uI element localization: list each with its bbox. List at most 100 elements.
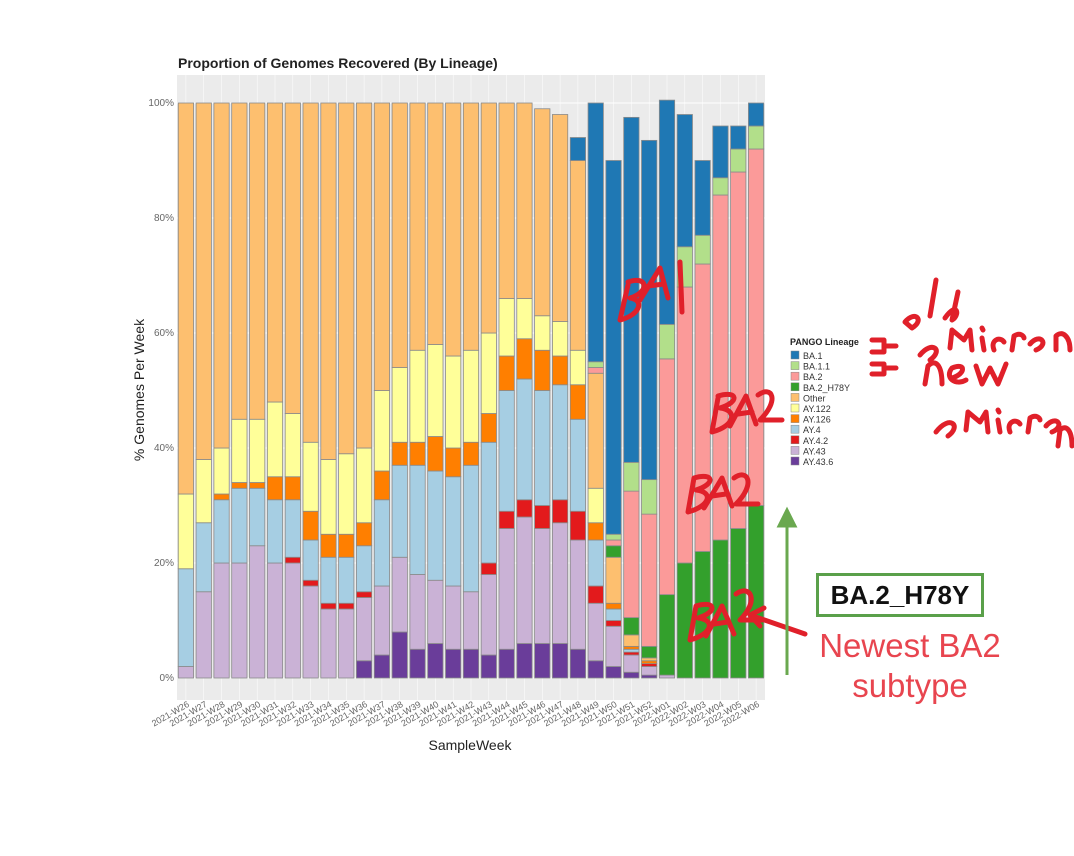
legend-swatch-Other	[790, 393, 800, 402]
y-tick-labels: 0% 20% 40% 60% 80% 100%	[148, 98, 174, 684]
bar-segment-AY.43	[249, 545, 266, 679]
bar-segment-AY.122	[445, 355, 462, 449]
y-axis-label: % Genomes Per Week	[131, 318, 147, 461]
bar-segment-AY.122	[302, 441, 319, 512]
bar-segment-AY.43.6	[516, 643, 533, 679]
green-arrow-icon	[776, 506, 798, 675]
bar-segment-BA.1	[587, 102, 604, 363]
bar-segment-AY.126	[427, 436, 444, 472]
legend-swatch-AY.122	[790, 403, 800, 413]
bar-segment-BA.2_H78Y	[676, 562, 693, 679]
y-tick-label: 100%	[148, 98, 174, 109]
bar-segment-AY.4.2	[302, 579, 319, 587]
bar-segment-BA.1.1	[712, 177, 729, 196]
x-axis-label: SampleWeek	[428, 737, 512, 753]
bar-segment-AY.43	[534, 528, 551, 644]
bar-segment-AY.4.2	[284, 556, 301, 564]
bar-segment-BA.1.1	[623, 461, 640, 492]
bar-segment-AY.4.2	[552, 499, 569, 524]
bar-segment-BA.2_H78Y	[730, 528, 747, 679]
bar-segment-AY.122	[373, 390, 390, 472]
bar-segment-AY.43	[462, 591, 480, 650]
legend: PANGO Lineage BA.1BA.1.1BA.2BA.2_H78YOth…	[790, 337, 859, 467]
handwriting-ba2-middle	[685, 472, 761, 515]
bar-stack-2021-W52	[641, 139, 658, 679]
legend-label-Other: Other	[803, 393, 826, 403]
y-tick-label: 0%	[160, 673, 175, 684]
bar-stack-2021-W40	[427, 102, 444, 679]
legend-title: PANGO Lineage	[790, 337, 859, 347]
bar-stack-2021-W30	[249, 102, 266, 679]
bar-segment-AY.122	[480, 332, 497, 414]
bar-segment-AY.43.6	[356, 660, 373, 679]
callout-box: BA.2_H78Y	[816, 573, 984, 617]
bar-segment-Other	[177, 102, 194, 495]
bar-segment-BA.1.1	[641, 479, 658, 515]
bar-segment-AY.126	[356, 522, 373, 547]
bar-segment-AY.126	[284, 476, 301, 501]
bar-segment-Other	[427, 102, 444, 345]
bar-stack-2021-W51	[623, 116, 640, 679]
bar-segment-AY.43	[302, 585, 319, 679]
bar-segment-AY.43	[641, 666, 658, 676]
bar-segment-BA.1	[730, 125, 747, 150]
bar-segment-AY.126	[516, 338, 533, 380]
bar-segment-AY.126	[338, 533, 355, 558]
bar-segment-BA.1.1	[587, 361, 604, 368]
bar-segment-Other	[445, 102, 462, 357]
bar-segment-AY.122	[534, 315, 551, 351]
bar-segment-AY.43.6	[605, 666, 622, 679]
bar-segment-AY.43	[266, 562, 284, 679]
bar-segment-AY.126	[445, 447, 462, 478]
bar-segment-AY.4	[480, 441, 497, 564]
bar-segment-AY.126	[605, 602, 622, 610]
y-tick-label: 80%	[154, 213, 174, 224]
bar-segment-AY.43	[320, 608, 337, 679]
bar-stack-2021-W48	[569, 137, 586, 679]
bar-segment-AY.4.2	[605, 620, 622, 627]
bar-segment-AY.4	[391, 464, 408, 558]
legend-swatch-AY.43	[790, 446, 800, 455]
bar-segment-BA.2	[587, 367, 604, 374]
handwriting-legend-brackets	[869, 337, 899, 377]
bar-segment-AY.43.6	[569, 648, 586, 679]
bar-segment-AY.43.6	[623, 671, 640, 679]
bar-segment-AY.43	[480, 574, 497, 656]
bar-segment-BA.2	[658, 358, 676, 596]
bar-segment-AY.43	[373, 585, 390, 656]
bar-segment-AY.122	[356, 447, 373, 524]
bar-segment-AY.122	[391, 367, 408, 443]
bar-segment-Other	[498, 102, 515, 299]
bar-segment-AY.4.2	[587, 585, 604, 604]
bar-segment-AY.126	[409, 441, 426, 466]
legend-label-AY.126: AY.126	[803, 415, 831, 425]
bar-segment-Other	[409, 102, 426, 351]
bar-segment-AY.4	[534, 390, 551, 506]
bar-segment-BA.1	[569, 137, 586, 161]
bar-segment-AY.4	[552, 384, 569, 501]
bar-segment-AY.126	[534, 349, 551, 391]
bar-segment-Other	[552, 114, 569, 322]
legend-swatch-BA.1.1	[790, 361, 800, 370]
bar-stack-2021-W33	[302, 102, 319, 679]
bar-segment-AY.122	[427, 344, 444, 437]
bar-segment-AY.4	[249, 487, 266, 547]
bar-segment-BA.1	[658, 99, 676, 325]
bar-segment-AY.4.2	[569, 510, 586, 541]
bar-segment-BA.1	[623, 116, 640, 463]
bar-segment-Other	[587, 372, 604, 489]
bar-segment-AY.4.2	[516, 499, 533, 518]
bar-segment-BA.2	[748, 148, 765, 506]
bar-segment-AY.43.6	[498, 648, 515, 679]
bar-segment-AY.43	[569, 539, 586, 650]
bar-segment-AY.43	[516, 516, 533, 644]
bar-segment-Other	[462, 102, 480, 351]
bar-segment-AY.126	[641, 660, 658, 665]
note-line-1: Newest BA2	[819, 627, 1001, 664]
handwriting-new	[922, 360, 1009, 387]
bar-segment-AY.4	[373, 499, 390, 587]
bar-segment-BA.1	[694, 160, 711, 236]
bar-stack-2022-W04	[712, 125, 729, 679]
bar-segment-AY.126	[391, 441, 408, 466]
bar-segment-Other	[534, 108, 551, 317]
